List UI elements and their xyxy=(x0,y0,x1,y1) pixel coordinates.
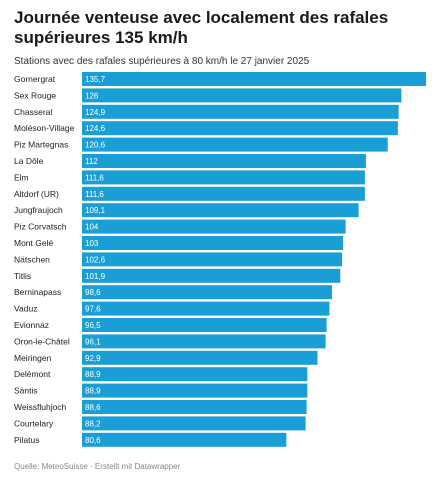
value-label: 88,9 xyxy=(85,387,101,396)
bar xyxy=(82,72,426,86)
bar xyxy=(82,383,308,398)
bar xyxy=(82,301,330,316)
value-label: 98,6 xyxy=(85,288,101,297)
category-label: Mont Gelé xyxy=(14,238,53,248)
value-label: 124,6 xyxy=(85,124,106,133)
value-label: 96,5 xyxy=(85,321,101,330)
value-label: 104 xyxy=(85,223,99,232)
category-label: Titlis xyxy=(14,271,31,281)
source-note: Quelle: MeteoSuisse · Erstellt mit Dataw… xyxy=(14,462,181,471)
value-label: 88,2 xyxy=(85,419,101,428)
bar xyxy=(82,170,365,185)
bar xyxy=(82,318,327,332)
value-label: 102,6 xyxy=(85,255,106,264)
value-label: 111,6 xyxy=(85,173,104,182)
value-label: 109,1 xyxy=(85,206,106,215)
category-label: Delémont xyxy=(14,369,51,379)
bar xyxy=(82,104,399,119)
category-label: Nätschen xyxy=(14,254,50,264)
bar xyxy=(82,416,306,431)
value-label: 111,6 xyxy=(85,190,104,199)
chart-subtitle: Stations avec des rafales supérieures à … xyxy=(14,56,310,67)
category-label: Meiringen xyxy=(14,353,52,363)
value-label: 92,9 xyxy=(85,354,101,363)
value-label: 96,1 xyxy=(85,337,101,346)
category-label: Elm xyxy=(14,172,29,182)
bar xyxy=(82,400,307,414)
category-label: Weissfluhjoch xyxy=(14,402,67,412)
category-label: Oron-le-Châtel xyxy=(14,336,70,346)
bar xyxy=(82,186,365,201)
category-label: Piz Martegnas xyxy=(14,140,68,150)
bar xyxy=(82,88,402,103)
category-label: Moléson-Village xyxy=(14,123,75,133)
category-label: Piz Corvatsch xyxy=(14,222,67,232)
bar xyxy=(82,121,398,136)
category-label: Vaduz xyxy=(14,304,37,314)
value-label: 88,6 xyxy=(85,403,101,412)
value-label: 80,6 xyxy=(85,436,101,445)
value-label: 88,9 xyxy=(85,370,101,379)
value-label: 120,6 xyxy=(85,141,106,150)
value-label: 103 xyxy=(85,239,99,248)
bar xyxy=(82,268,341,283)
bar xyxy=(82,367,308,382)
category-label: Altdorf (UR) xyxy=(14,189,59,199)
bar xyxy=(82,219,346,234)
bar xyxy=(82,334,326,349)
category-label: Gornergrat xyxy=(14,74,56,84)
bar xyxy=(82,137,388,152)
category-label: Evionnaz xyxy=(14,320,49,330)
category-label: Courtelary xyxy=(14,418,54,428)
bar xyxy=(82,252,343,267)
bar xyxy=(82,154,366,168)
bar xyxy=(82,203,359,218)
bar xyxy=(82,350,318,365)
value-label: 126 xyxy=(85,91,99,100)
bar xyxy=(82,432,287,447)
category-label: Pilatus xyxy=(14,435,40,445)
category-label: Jungfraujoch xyxy=(14,205,63,215)
category-label: La Dôle xyxy=(14,156,44,166)
value-label: 97,6 xyxy=(85,305,101,314)
category-label: Chasseral xyxy=(14,107,52,117)
value-label: 135,7 xyxy=(85,75,106,84)
chart-title: Journée venteuse avec localement des raf… xyxy=(14,8,389,47)
bar xyxy=(82,285,332,300)
value-label: 112 xyxy=(85,157,98,166)
category-label: Sex Rouge xyxy=(14,90,56,100)
category-label: Säntis xyxy=(14,386,38,396)
category-label: Berninapass xyxy=(14,287,61,297)
value-label: 101,9 xyxy=(85,272,106,281)
value-label: 124,9 xyxy=(85,108,106,117)
bar xyxy=(82,236,344,250)
